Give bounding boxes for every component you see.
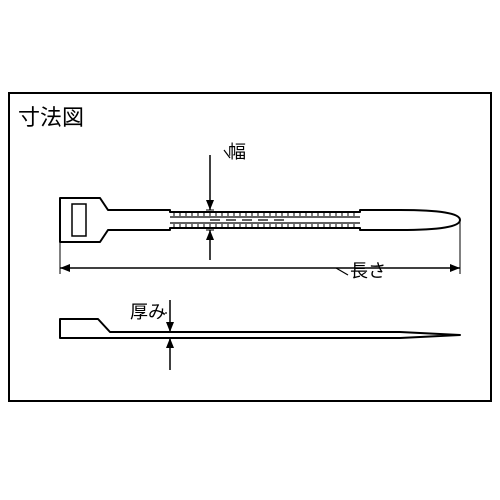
label-length: 長さ <box>350 257 386 283</box>
label-thickness: 厚み <box>130 298 166 324</box>
diagram-canvas: 寸法図 幅 長さ 厚み <box>0 0 500 500</box>
diagram-title: 寸法図 <box>18 100 84 132</box>
label-width: 幅 <box>228 138 246 164</box>
diagram-frame <box>8 92 492 402</box>
